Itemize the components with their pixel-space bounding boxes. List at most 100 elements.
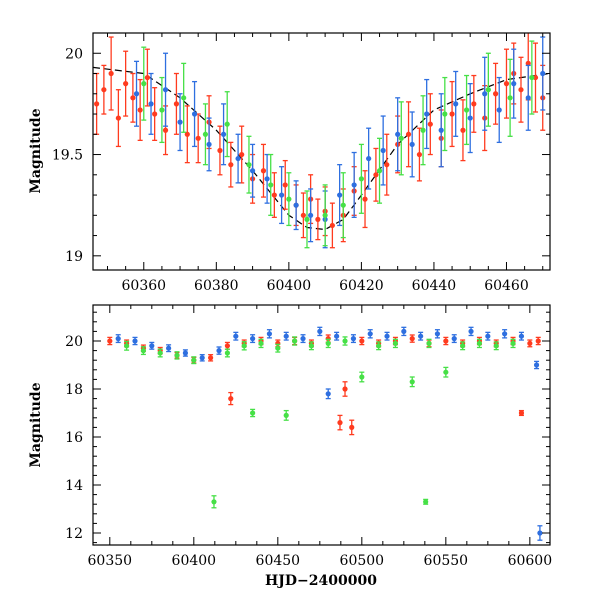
- bottom-data-point: [308, 343, 315, 349]
- top-series1-point: [206, 117, 212, 172]
- bottom-data-point: [283, 333, 289, 339]
- top-series0-point: [373, 147, 379, 202]
- bottom-data-point: [224, 343, 231, 349]
- bottom-x-tick-label: 60600: [508, 553, 553, 569]
- top-data-point: [282, 182, 288, 188]
- bottom-series1-point: [317, 326, 323, 337]
- bottom-x-tick-label: 60400: [172, 553, 217, 569]
- bottom-series2-point: [191, 356, 197, 365]
- bottom-series0-point: [535, 336, 541, 346]
- bottom-data-point: [199, 355, 205, 361]
- bottom-data-point: [124, 343, 130, 349]
- top-series0-point: [460, 99, 466, 162]
- top-series1-point: [453, 70, 459, 137]
- bottom-series2-point: [124, 340, 130, 351]
- top-data-point: [507, 95, 513, 101]
- bottom-series2-point: [250, 408, 256, 418]
- bottom-series2-point: [325, 338, 331, 349]
- bottom-series0-point: [443, 336, 449, 346]
- top-series2-point: [376, 137, 383, 204]
- bottom-series2-point: [174, 351, 180, 360]
- top-series2-point: [507, 58, 513, 137]
- top-data-point: [532, 74, 539, 81]
- bottom-series2-point: [392, 338, 399, 349]
- top-series0-point: [152, 87, 158, 142]
- top-data-point: [144, 74, 151, 81]
- bottom-data-point: [359, 338, 365, 344]
- top-series2-point: [358, 143, 364, 214]
- bottom-data-point: [115, 336, 121, 342]
- bottom-data-point: [250, 336, 256, 342]
- top-data-point: [137, 107, 143, 113]
- bottom-data-point: [149, 343, 155, 349]
- top-data-point: [337, 192, 343, 198]
- bottom-data-point: [518, 410, 525, 416]
- bottom-data-point: [460, 343, 466, 349]
- top-series0-point: [130, 72, 136, 123]
- top-data-point: [540, 70, 546, 77]
- bottom-series1-point: [384, 331, 390, 341]
- top-y-axis-label: Magnitude: [28, 108, 44, 193]
- bottom-series1-point: [325, 388, 331, 400]
- top-series2-point: [202, 103, 209, 166]
- bottom-data-point: [224, 350, 231, 356]
- top-data-point: [438, 127, 444, 133]
- top-series2-point: [224, 91, 230, 158]
- bottom-series2-point: [211, 495, 217, 509]
- top-data-point: [529, 74, 535, 81]
- top-data-point: [293, 202, 299, 208]
- bottom-series1-point: [401, 326, 407, 337]
- bottom-series1-point: [283, 331, 289, 341]
- bottom-data-point: [476, 340, 483, 346]
- bottom-data-point: [384, 333, 390, 339]
- bottom-data-point: [216, 348, 222, 354]
- bottom-series0-point: [337, 414, 343, 431]
- bottom-x-tick-label: 60350: [88, 553, 133, 569]
- top-data-point: [416, 151, 423, 158]
- top-data-point: [184, 131, 190, 137]
- top-model-curve: [93, 66, 550, 231]
- bottom-series2-point: [510, 338, 516, 349]
- top-series1-point: [235, 133, 241, 184]
- top-data-point: [191, 111, 198, 117]
- bottom-data-point: [337, 420, 343, 426]
- bottom-axes: 60350 60400 60450 60500 60550 60600 12 14 16 18 20: [65, 305, 552, 569]
- bottom-data-point: [292, 338, 298, 344]
- top-series0-point: [101, 64, 107, 115]
- top-data-point: [340, 202, 346, 208]
- top-data-point: [482, 91, 488, 97]
- top-data-point: [220, 131, 227, 137]
- top-series0-point: [329, 202, 335, 249]
- bottom-series1-point: [518, 331, 525, 341]
- top-data-point: [384, 162, 390, 168]
- bottom-data-point: [423, 499, 429, 505]
- bottom-data-point: [250, 410, 256, 416]
- bottom-series2-point: [283, 409, 289, 421]
- top-data-point: [380, 147, 386, 154]
- top-series2-point: [159, 76, 165, 144]
- bottom-panel: 60350 60400 60450 60500 60550 60600 12 14 16 18 20…: [28, 304, 552, 589]
- bottom-series1-point: [149, 341, 155, 350]
- top-series1-point: [351, 151, 357, 218]
- bottom-data-point: [518, 333, 525, 339]
- bottom-data-point: [166, 345, 172, 351]
- top-data-point: [239, 151, 245, 158]
- top-series2-point: [442, 76, 448, 152]
- top-data-point: [108, 70, 114, 77]
- top-series2-point: [141, 46, 147, 121]
- bottom-data-point: [376, 343, 382, 349]
- bottom-data-point: [350, 336, 357, 342]
- bottom-data-point: [157, 350, 163, 356]
- bottom-data-point: [342, 386, 348, 392]
- bottom-data-point: [502, 331, 508, 337]
- top-data-point: [206, 141, 212, 148]
- top-data-point: [271, 192, 277, 198]
- bottom-series1-point: [367, 329, 373, 339]
- bottom-series0-point: [527, 339, 533, 348]
- top-series2-point: [286, 172, 292, 227]
- top-data-point: [224, 121, 230, 127]
- bottom-series1-point: [182, 349, 189, 357]
- bottom-series1-point: [485, 331, 491, 341]
- top-data-point: [162, 127, 169, 133]
- top-series0-point: [115, 89, 121, 148]
